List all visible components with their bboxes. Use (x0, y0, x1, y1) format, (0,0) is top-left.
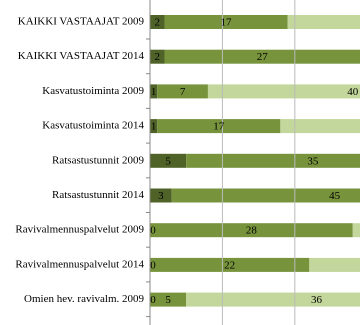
bar-segment (150, 188, 172, 203)
bar-segment (186, 292, 360, 307)
data-label: 17 (221, 17, 233, 29)
bar-segment (164, 15, 288, 29)
bar-segment (352, 223, 360, 238)
bar-segment (150, 292, 187, 307)
y-tick-label: Ratsastustunnit 2009 (52, 154, 144, 166)
data-label: 40 (347, 86, 359, 98)
data-label: 17 (213, 121, 225, 133)
data-label: 2 (154, 51, 160, 63)
data-label: 22 (224, 259, 235, 271)
data-label: 0 (150, 225, 156, 237)
data-label: 35 (307, 155, 319, 167)
plot-area (150, 15, 360, 307)
bar-segment (150, 223, 353, 238)
bar-segment (186, 153, 360, 168)
y-tick-label: Kasvatustoiminta 2009 (42, 85, 144, 97)
y-tick-label: Ravivalmennuspalvelut 2009 (15, 224, 144, 236)
bar-segment (150, 119, 158, 134)
bar-segment (150, 153, 187, 168)
data-label: 36 (311, 294, 323, 306)
y-tick-label: Ratsastustunnit 2014 (52, 189, 144, 201)
data-label: 2 (154, 17, 160, 29)
data-label: 3 (158, 190, 164, 202)
bar-segment (150, 15, 165, 29)
data-label: 5 (165, 155, 171, 167)
y-tick-label: Ravivalmennuspalvelut 2014 (15, 258, 144, 270)
data-label: 1 (151, 86, 157, 98)
data-label: 27 (257, 51, 269, 63)
data-label: 7 (180, 86, 186, 98)
bar-segment (287, 15, 360, 29)
data-label: 5 (165, 294, 171, 306)
bar-segment (157, 84, 208, 99)
bar-segment (280, 119, 360, 134)
data-label: 28 (246, 225, 258, 237)
data-label: 0 (150, 259, 156, 271)
y-tick-label: Omien hev. ravivalm. 2009 (24, 293, 144, 305)
bar-segment (309, 257, 360, 272)
bar-segment (150, 49, 165, 64)
bar-segment (207, 84, 360, 99)
y-tick-label: KAIKKI VASTAAJAT 2014 (18, 50, 145, 62)
bar-segment (164, 49, 360, 64)
bar-segment (150, 257, 310, 272)
data-label: 45 (329, 190, 341, 202)
y-tick-label: Kasvatustoiminta 2014 (42, 120, 144, 132)
data-label: 1 (151, 121, 157, 133)
y-tick-label: KAIKKI VASTAAJAT 2009 (18, 16, 145, 28)
bar-segment (157, 119, 281, 134)
bar-segment (150, 84, 158, 99)
bar-segment (171, 188, 360, 203)
data-label: 0 (150, 294, 156, 306)
